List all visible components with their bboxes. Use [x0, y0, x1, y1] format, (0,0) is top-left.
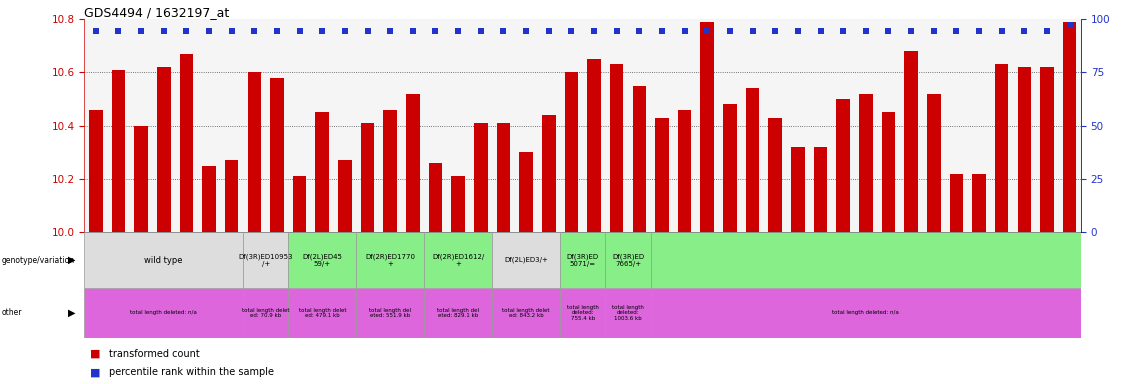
Bar	[157, 67, 170, 232]
Bar	[293, 176, 306, 232]
Bar	[949, 174, 963, 232]
Bar	[606, 288, 651, 338]
Text: ▶: ▶	[68, 255, 75, 265]
Bar	[288, 288, 356, 338]
Bar	[651, 232, 1081, 288]
Text: wild type: wild type	[144, 256, 182, 265]
Bar	[248, 73, 261, 232]
Bar	[792, 147, 805, 232]
Text: Df(2L)ED45
59/+: Df(2L)ED45 59/+	[302, 253, 342, 267]
Bar	[111, 70, 125, 232]
Bar	[356, 288, 425, 338]
Bar	[383, 110, 397, 232]
Text: other: other	[1, 308, 21, 318]
Bar	[904, 51, 918, 232]
Bar	[425, 232, 492, 288]
Text: genotype/variation: genotype/variation	[1, 256, 74, 265]
Bar	[1018, 67, 1031, 232]
Text: ■: ■	[90, 349, 100, 359]
Bar	[492, 232, 560, 288]
Bar	[700, 22, 714, 232]
Text: total length delet
ed: 70.9 kb: total length delet ed: 70.9 kb	[242, 308, 289, 318]
Bar	[288, 232, 356, 288]
Text: percentile rank within the sample: percentile rank within the sample	[109, 367, 275, 377]
Bar	[542, 115, 555, 232]
Bar	[406, 94, 420, 232]
Bar	[356, 232, 425, 288]
Bar	[497, 123, 510, 232]
Text: Df(3R)ED10953
/+: Df(3R)ED10953 /+	[239, 253, 293, 267]
Bar	[225, 161, 239, 232]
Bar	[429, 163, 443, 232]
Bar	[243, 232, 288, 288]
Bar	[360, 123, 374, 232]
Bar	[723, 104, 736, 232]
Bar	[1040, 67, 1054, 232]
Bar	[243, 288, 288, 338]
Text: total length del
eted: 551.9 kb: total length del eted: 551.9 kb	[369, 308, 411, 318]
Text: Df(3R)ED
5071/=: Df(3R)ED 5071/=	[566, 253, 599, 267]
Bar	[633, 86, 646, 232]
Text: ▶: ▶	[68, 308, 75, 318]
Bar	[678, 110, 691, 232]
Text: total length
deleted:
1003.6 kb: total length deleted: 1003.6 kb	[613, 305, 644, 321]
Bar	[338, 161, 351, 232]
Bar	[560, 288, 606, 338]
Text: total length delet
ed: 843.2 kb: total length delet ed: 843.2 kb	[502, 308, 549, 318]
Bar	[606, 232, 651, 288]
Text: ■: ■	[90, 367, 100, 377]
Bar	[745, 88, 759, 232]
Bar	[452, 176, 465, 232]
Bar	[560, 232, 606, 288]
Bar	[814, 147, 828, 232]
Text: Df(2L)ED3/+: Df(2L)ED3/+	[504, 257, 548, 263]
Bar	[837, 99, 850, 232]
Bar	[84, 232, 243, 288]
Bar	[519, 152, 533, 232]
Bar	[927, 94, 940, 232]
Bar	[84, 288, 243, 338]
Bar	[179, 54, 194, 232]
Text: GDS4494 / 1632197_at: GDS4494 / 1632197_at	[84, 6, 230, 19]
Bar	[315, 113, 329, 232]
Bar	[588, 59, 601, 232]
Text: Df(3R)ED
7665/+: Df(3R)ED 7665/+	[611, 253, 644, 267]
Bar	[1063, 22, 1076, 232]
Bar	[655, 118, 669, 232]
Bar	[768, 118, 781, 232]
Bar	[134, 126, 148, 232]
Bar	[203, 166, 216, 232]
Bar	[89, 110, 102, 232]
Text: transformed count: transformed count	[109, 349, 200, 359]
Text: Df(2R)ED1612/
+: Df(2R)ED1612/ +	[432, 253, 484, 267]
Bar	[270, 78, 284, 232]
Bar	[425, 288, 492, 338]
Text: total length deleted: n/a: total length deleted: n/a	[832, 310, 900, 316]
Bar	[651, 288, 1081, 338]
Text: total length del
eted: 829.1 kb: total length del eted: 829.1 kb	[437, 308, 480, 318]
Bar	[995, 65, 1009, 232]
Bar	[492, 288, 560, 338]
Bar	[859, 94, 873, 232]
Text: Df(2R)ED1770
+: Df(2R)ED1770 +	[365, 253, 415, 267]
Bar	[882, 113, 895, 232]
Bar	[474, 123, 488, 232]
Text: total length
deleted:
755.4 kb: total length deleted: 755.4 kb	[566, 305, 599, 321]
Bar	[972, 174, 986, 232]
Text: total length delet
ed: 479.1 kb: total length delet ed: 479.1 kb	[298, 308, 346, 318]
Bar	[610, 65, 624, 232]
Text: total length deleted: n/a: total length deleted: n/a	[131, 310, 197, 316]
Bar	[564, 73, 578, 232]
